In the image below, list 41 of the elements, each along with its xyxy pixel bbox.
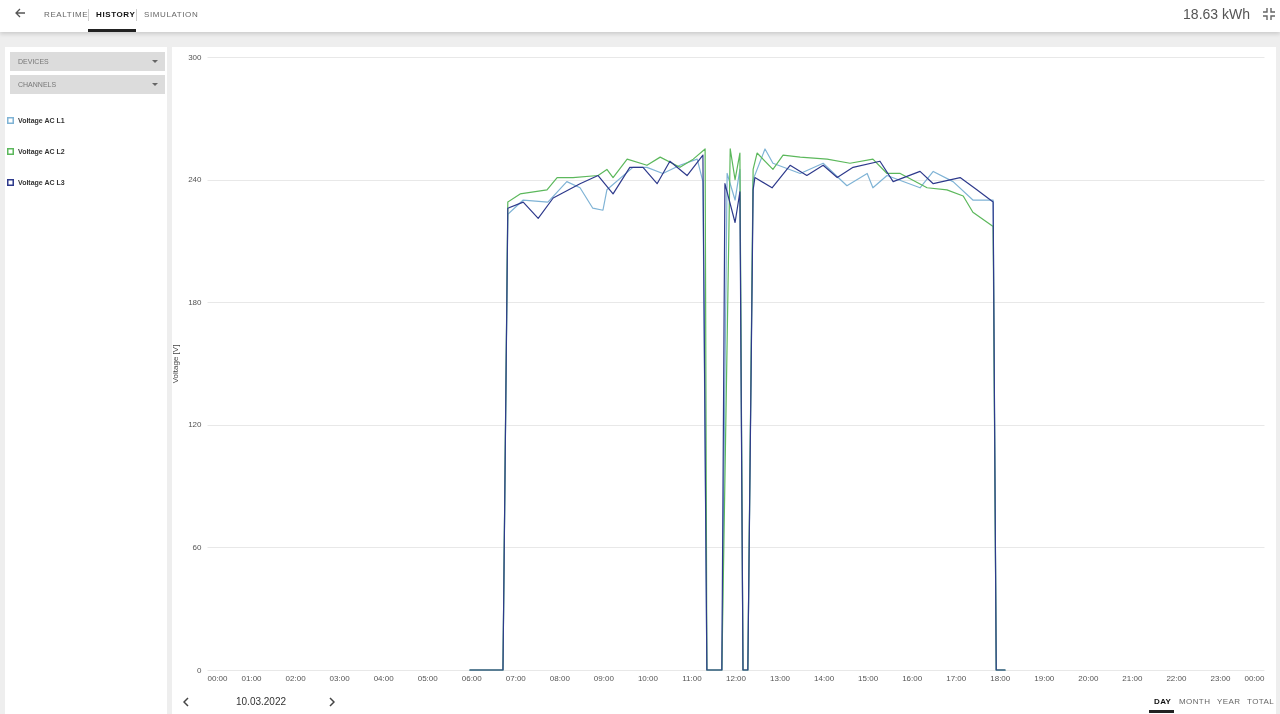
- y-tick-label: 240: [188, 175, 203, 185]
- text: DAY: [1154, 697, 1172, 706]
- x-tick-label: 04:00: [373, 673, 395, 683]
- text: HISTORY: [96, 10, 136, 19]
- x-tick-label: 01:00: [241, 673, 263, 683]
- y-tick-label: 0: [197, 665, 203, 675]
- x-tick-label: 13:00: [770, 673, 791, 683]
- x-tick-label: 00:00: [1244, 673, 1266, 683]
- x-tick-label: 20:00: [1078, 673, 1099, 683]
- x-tick-label: 02:00: [285, 673, 307, 683]
- x-tick-label: 19:00: [1034, 673, 1055, 683]
- text: SIMULATION: [144, 10, 199, 19]
- x-tick-label: 08:00: [549, 673, 571, 683]
- x-tick-label: 00:00: [207, 673, 229, 683]
- text: YEAR: [1217, 697, 1241, 706]
- x-tick-label: 15:00: [858, 673, 879, 683]
- text: TOTAL: [1247, 697, 1275, 706]
- x-tick-label: 06:00: [461, 673, 483, 683]
- x-tick-label: 17:00: [946, 673, 967, 683]
- x-tick-label: 09:00: [593, 673, 615, 683]
- x-tick-label: 11:00: [682, 673, 703, 683]
- x-tick-label: 18:00: [990, 673, 1011, 683]
- text: MONTH: [1179, 697, 1211, 706]
- y-axis-title: Voltage [V]: [171, 344, 181, 384]
- x-tick-label: 05:00: [417, 673, 439, 683]
- x-tick-label: 23:00: [1210, 673, 1232, 683]
- x-tick-label: 22:00: [1166, 673, 1187, 683]
- x-tick-label: 10:00: [637, 673, 659, 683]
- y-tick-label: 60: [192, 542, 203, 552]
- x-tick-label: 14:00: [814, 673, 835, 683]
- y-tick-label: 300: [188, 52, 203, 62]
- text: REALTIME: [44, 10, 89, 19]
- x-tick-label: 21:00: [1122, 673, 1143, 683]
- x-tick-label: 16:00: [902, 673, 923, 683]
- y-tick-label: 120: [188, 420, 203, 430]
- x-tick-label: 03:00: [329, 673, 351, 683]
- text: 10.03.2022: [236, 696, 287, 707]
- text: 18.63 kWh: [1183, 6, 1250, 22]
- x-tick-label: 12:00: [725, 673, 747, 683]
- y-tick-label: 180: [188, 297, 203, 307]
- x-tick-label: 07:00: [505, 673, 527, 683]
